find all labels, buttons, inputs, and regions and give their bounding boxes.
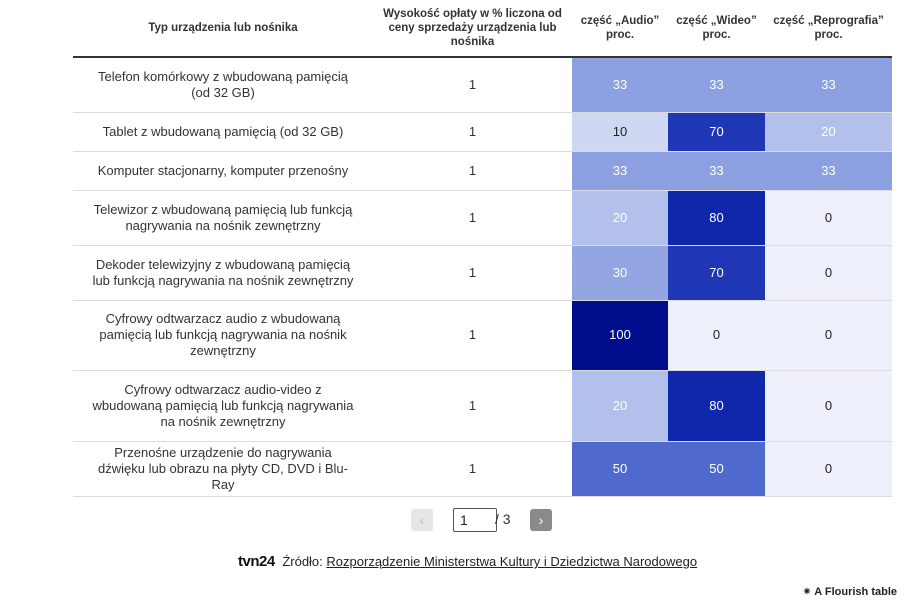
reprography-share-cell: 0 — [765, 245, 892, 301]
audio-share-cell: 33 — [572, 151, 668, 191]
fee-percent-cell: 1 — [373, 300, 572, 371]
fee-percent-cell: 1 — [373, 112, 572, 152]
device-name-cell: Przenośne urządzenie do nagrywania dźwię… — [73, 441, 373, 497]
device-name-cell: Cyfrowy odtwarzacz audio-video z wbudowa… — [73, 370, 373, 442]
audio-share-cell: 100 — [572, 300, 668, 371]
fee-percent-cell: 1 — [373, 441, 572, 497]
audio-share-cell: 10 — [572, 112, 668, 152]
fee-percent-cell: 1 — [373, 151, 572, 191]
video-share-cell: 33 — [668, 151, 765, 191]
header-video-share[interactable]: część „Wideo” proc. — [668, 0, 765, 58]
video-share-cell: 0 — [668, 300, 765, 371]
reprography-share-cell: 20 — [765, 112, 892, 152]
device-name-cell: Telefon komórkowy z wbudowaną pamięcią (… — [73, 57, 373, 113]
reprography-share-cell: 0 — [765, 300, 892, 371]
reprography-share-cell: 33 — [765, 151, 892, 191]
audio-share-cell: 50 — [572, 441, 668, 497]
device-name-cell: Tablet z wbudowaną pamięcią (od 32 GB) — [73, 112, 373, 152]
device-name-cell: Cyfrowy odtwarzacz audio z wbudowaną pam… — [73, 300, 373, 371]
reprography-share-cell: 0 — [765, 441, 892, 497]
header-audio-share[interactable]: część „Audio” proc. — [572, 0, 668, 58]
source-link[interactable]: Rozporządzenie Ministerstwa Kultury i Dz… — [326, 554, 698, 569]
device-name-cell: Komputer stacjonarny, komputer przenośny — [73, 151, 373, 191]
fee-percent-cell: 1 — [373, 57, 572, 113]
source-label: Źródło: — [282, 554, 323, 569]
audio-share-cell: 20 — [572, 190, 668, 246]
video-share-cell: 70 — [668, 245, 765, 301]
video-share-cell: 33 — [668, 57, 765, 113]
header-fee-percent[interactable]: Wysokość opłaty w % liczona od ceny sprz… — [373, 0, 572, 58]
previous-page-button[interactable]: ‹ — [411, 509, 433, 531]
table-row: Przenośne urządzenie do nagrywania dźwię… — [73, 441, 892, 497]
video-share-cell: 50 — [668, 441, 765, 497]
audio-share-cell: 20 — [572, 370, 668, 442]
source-line: tvn24 Źródło: Rozporządzenie Ministerstw… — [238, 553, 697, 570]
audio-share-cell: 33 — [572, 57, 668, 113]
audio-share-cell: 30 — [572, 245, 668, 301]
fees-table: Typ urządzenia lub nośnika Wysokość opła… — [73, 0, 892, 497]
reprography-share-cell: 0 — [765, 190, 892, 246]
table-row: Telewizor z wbudowaną pamięcią lub funkc… — [73, 190, 892, 246]
fee-percent-cell: 1 — [373, 245, 572, 301]
flourish-credit[interactable]: ✷ A Flourish table — [802, 585, 897, 598]
table-row: Tablet z wbudowaną pamięcią (od 32 GB) 1 1… — [73, 112, 892, 152]
tvn24-logo: tvn24 — [238, 553, 275, 570]
table-row: Cyfrowy odtwarzacz audio-video z wbudowa… — [73, 370, 892, 442]
video-share-cell: 70 — [668, 112, 765, 152]
page-number-input[interactable]: 1 — [453, 508, 497, 532]
reprography-share-cell: 33 — [765, 57, 892, 113]
table-header-row: Typ urządzenia lub nośnika Wysokość opła… — [73, 0, 892, 58]
fee-percent-cell: 1 — [373, 190, 572, 246]
next-page-button[interactable]: › — [530, 509, 552, 531]
flourish-credit-label: A Flourish table — [814, 586, 897, 598]
fee-percent-cell: 1 — [373, 370, 572, 442]
table-row: Komputer stacjonarny, komputer przenośny… — [73, 151, 892, 191]
header-reprography-share[interactable]: część „Reprografia” proc. — [765, 0, 892, 58]
video-share-cell: 80 — [668, 370, 765, 442]
flourish-star-icon: ✷ — [802, 586, 812, 598]
header-device-type[interactable]: Typ urządzenia lub nośnika — [73, 0, 373, 58]
video-share-cell: 80 — [668, 190, 765, 246]
table-row: Telefon komórkowy z wbudowaną pamięcią (… — [73, 57, 892, 113]
table-row: Cyfrowy odtwarzacz audio z wbudowaną pam… — [73, 300, 892, 371]
pagination: ‹ 1 / 3 › — [0, 508, 912, 532]
page-total: / 3 — [495, 511, 511, 527]
device-name-cell: Dekoder telewizyjny z wbudowaną pamięcią… — [73, 245, 373, 301]
table-row: Dekoder telewizyjny z wbudowaną pamięcią… — [73, 245, 892, 301]
reprography-share-cell: 0 — [765, 370, 892, 442]
device-name-cell: Telewizor z wbudowaną pamięcią lub funkc… — [73, 190, 373, 246]
